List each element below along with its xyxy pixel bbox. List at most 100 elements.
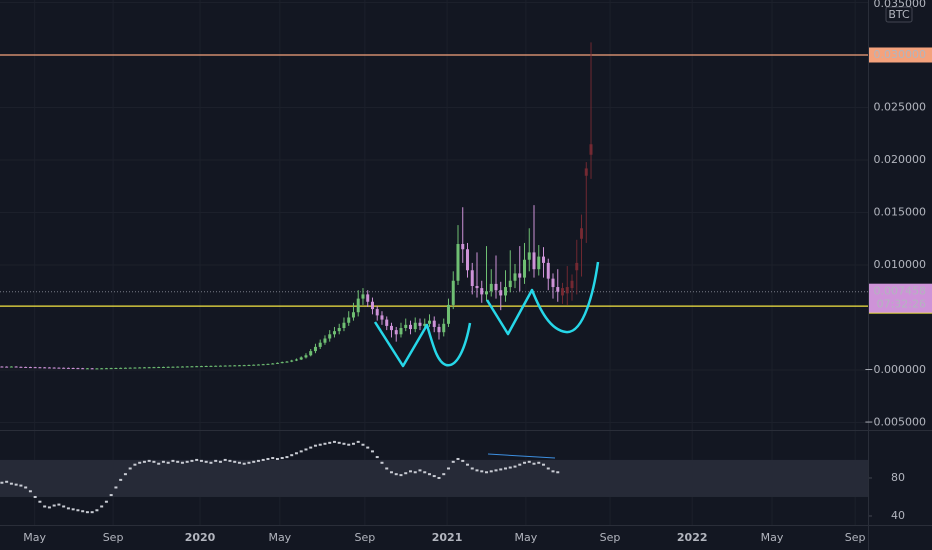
rsi-point xyxy=(100,505,104,508)
x-tick-label: 2020 xyxy=(185,531,216,544)
candle-body xyxy=(242,365,246,367)
candle-body xyxy=(190,366,194,368)
candle-body xyxy=(180,366,184,368)
candle-body xyxy=(580,228,584,239)
candle-body xyxy=(43,367,47,369)
candle-body xyxy=(513,273,517,281)
candle-body xyxy=(123,367,127,369)
candle-body xyxy=(280,362,284,364)
y-tick-label: −0.000000 xyxy=(864,363,926,376)
candle-body xyxy=(565,287,569,294)
x-tick-label: May xyxy=(23,531,46,544)
rsi-point xyxy=(404,472,408,475)
countdown: 07:32:26 xyxy=(877,298,926,311)
candle-body xyxy=(114,368,118,370)
rsi-point xyxy=(104,500,108,503)
candle-body xyxy=(256,364,260,366)
rsi-point xyxy=(542,463,546,466)
rsi-point xyxy=(266,457,270,460)
rsi-point xyxy=(380,461,384,464)
candle-body xyxy=(342,322,346,329)
candle-body xyxy=(523,259,527,278)
rsi-point xyxy=(513,465,517,468)
rsi-point xyxy=(171,459,175,462)
rsi-point xyxy=(332,440,336,443)
rsi-point xyxy=(347,443,351,446)
candle-body xyxy=(5,366,9,368)
y-tick-label: 0.025000 xyxy=(874,101,927,114)
rsi-point xyxy=(123,473,127,476)
candle-body xyxy=(24,366,28,368)
x-tick-label: Sep xyxy=(355,531,376,544)
rsi-point xyxy=(223,458,227,461)
candle-body xyxy=(356,298,360,313)
candle-body xyxy=(432,320,436,327)
rsi-point xyxy=(9,482,13,485)
candle-body xyxy=(109,368,113,370)
candle-body xyxy=(451,280,455,305)
rsi-point xyxy=(176,460,180,463)
candle-body xyxy=(437,326,441,333)
rsi-point xyxy=(237,461,241,464)
rsi-point xyxy=(465,463,469,466)
rsi-point xyxy=(233,460,237,463)
rsi-point xyxy=(328,441,332,444)
candle-body xyxy=(176,366,180,368)
candle-body xyxy=(589,144,593,155)
candle-body xyxy=(266,363,270,365)
rsi-trendline xyxy=(487,453,556,459)
candle-body xyxy=(532,252,536,270)
candle-body xyxy=(290,360,294,362)
rsi-point xyxy=(133,463,137,466)
candle-body xyxy=(218,365,222,367)
rsi-point xyxy=(166,461,170,464)
currency-box xyxy=(885,6,913,23)
candle-body xyxy=(38,367,42,369)
candle-body xyxy=(366,294,370,302)
candle-body xyxy=(361,294,365,299)
w-pattern xyxy=(485,261,600,336)
rsi-point xyxy=(24,486,28,489)
x-tick-label: Sep xyxy=(103,531,124,544)
candle-body xyxy=(161,366,165,368)
rsi-point xyxy=(95,509,99,512)
candle-body xyxy=(465,249,469,271)
candle-body xyxy=(104,368,108,370)
candle-body xyxy=(394,330,398,335)
rsi-point xyxy=(494,469,498,472)
rsi-point xyxy=(119,478,123,481)
rsi-point xyxy=(161,460,165,463)
rsi-point xyxy=(76,509,80,512)
rsi-point xyxy=(484,471,488,474)
rsi-point xyxy=(147,459,151,462)
rsi-point xyxy=(228,459,232,462)
rsi-point xyxy=(451,460,455,463)
rsi-point xyxy=(504,467,508,470)
candle-body xyxy=(380,315,384,320)
rsi-point xyxy=(446,467,450,470)
rsi-point xyxy=(304,448,308,451)
rsi-point xyxy=(271,457,275,460)
candle-body xyxy=(328,334,332,339)
rsi-point xyxy=(128,467,132,470)
candle-body xyxy=(195,366,199,368)
rsi-point xyxy=(309,446,313,449)
candle-body xyxy=(309,351,313,356)
marks xyxy=(0,42,868,514)
candle-body xyxy=(252,364,256,366)
rsi-point xyxy=(247,461,251,464)
candle-body xyxy=(204,366,208,368)
x-tick-label: May xyxy=(515,531,538,544)
rsi-point xyxy=(152,460,156,463)
rsi-point xyxy=(470,467,474,470)
candle-body xyxy=(76,368,80,370)
rsi-point xyxy=(285,456,289,459)
rsi-point xyxy=(475,469,479,472)
candle-body xyxy=(584,168,588,176)
rsi-point xyxy=(90,511,94,514)
rsi-point xyxy=(214,459,218,462)
rsi-point xyxy=(28,490,32,493)
level-label: 0.030000 xyxy=(874,48,927,61)
x-tick-label: 2021 xyxy=(432,531,463,544)
